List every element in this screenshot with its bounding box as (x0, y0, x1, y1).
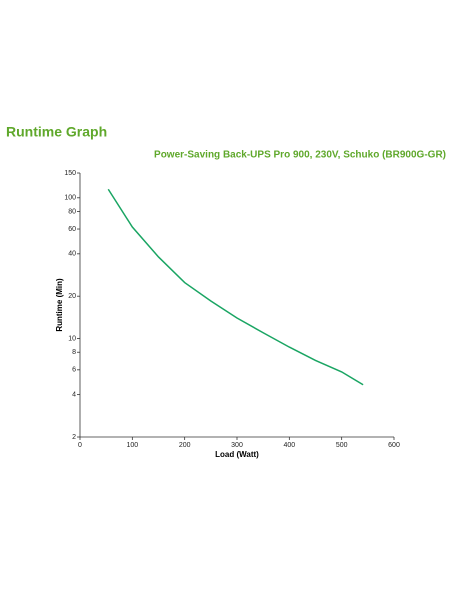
y-tick-label: 2 (72, 434, 76, 441)
x-tick-label: 500 (336, 442, 348, 449)
x-tick-label: 200 (179, 442, 191, 449)
y-tick-label: 80 (68, 208, 76, 215)
y-tick-label: 100 (64, 195, 76, 202)
y-tick-label: 10 (68, 335, 76, 342)
x-tick-label: 0 (78, 442, 82, 449)
y-tick-label: 6 (72, 367, 76, 374)
y-tick-label: 150 (64, 170, 76, 177)
x-tick-label: 400 (283, 442, 295, 449)
y-tick-label: 40 (68, 251, 76, 258)
y-tick-label: 20 (68, 293, 76, 300)
chart-subtitle: Power-Saving Back-UPS Pro 900, 230V, Sch… (154, 150, 446, 161)
x-tick-label: 600 (388, 442, 400, 449)
y-tick-label: 4 (72, 391, 76, 398)
x-tick-label: 100 (126, 442, 138, 449)
y-tick-label: 60 (68, 226, 76, 233)
y-axis-label: Runtime (Min) (55, 278, 64, 332)
x-axis-label: Load (Watt) (215, 450, 259, 459)
line-series (107, 188, 364, 386)
chart-title: Runtime Graph (6, 124, 107, 140)
y-tick-label: 8 (72, 349, 76, 356)
x-tick-label: 300 (231, 442, 243, 449)
